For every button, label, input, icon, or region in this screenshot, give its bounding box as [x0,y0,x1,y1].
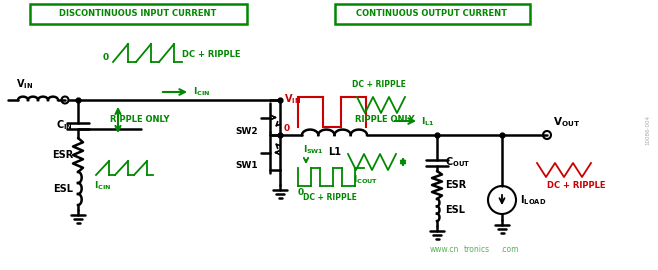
Text: ESL: ESL [445,205,465,215]
Text: 0: 0 [284,124,290,133]
Text: $\mathbf{V_{IN}}$: $\mathbf{V_{IN}}$ [16,77,33,91]
Text: tronics: tronics [464,245,490,254]
Text: DC + RIPPLE: DC + RIPPLE [352,80,406,89]
Text: $\mathbf{I_{LOAD}}$: $\mathbf{I_{LOAD}}$ [520,193,546,207]
Text: DISCONTINUOUS INPUT CURRENT: DISCONTINUOUS INPUT CURRENT [59,9,216,19]
Text: DC + RIPPLE: DC + RIPPLE [182,50,241,59]
Text: $\mathbf{I_{COUT}}$: $\mathbf{I_{COUT}}$ [353,173,378,185]
Text: ESR: ESR [445,180,467,190]
Text: $\mathbf{I_{L1}}$: $\mathbf{I_{L1}}$ [421,116,434,129]
Text: DC + RIPPLE: DC + RIPPLE [547,181,605,190]
Text: www.cn: www.cn [430,245,459,254]
Text: L1: L1 [328,147,341,157]
Bar [30,4,247,24]
Text: $\mathbf{V_{OUT}}$: $\mathbf{V_{OUT}}$ [553,115,580,129]
Text: SW1: SW1 [236,161,258,170]
Text: $\mathbf{I_{SW1}}$: $\mathbf{I_{SW1}}$ [303,144,324,157]
Text: SW2: SW2 [236,127,258,136]
Text: 0: 0 [103,53,109,62]
Text: CONTINUOUS OUTPUT CURRENT: CONTINUOUS OUTPUT CURRENT [357,9,507,19]
Text: $\mathbf{I_{CIN}}$: $\mathbf{I_{CIN}}$ [193,86,210,99]
Text: 0: 0 [298,188,304,197]
Text: ESR: ESR [52,150,73,160]
Text: $\mathbf{V_{IN}}$: $\mathbf{V_{IN}}$ [284,92,301,106]
Bar [335,4,530,24]
Text: DC + RIPPLE: DC + RIPPLE [303,193,357,202]
Text: $\mathbf{C_{IN}}$: $\mathbf{C_{IN}}$ [56,118,73,132]
Text: RIPPLE ONLY: RIPPLE ONLY [110,115,170,124]
Text: .com: .com [500,245,519,254]
Text: ESL: ESL [53,184,73,194]
Text: $\mathbf{I_{CIN}}$: $\mathbf{I_{CIN}}$ [94,180,111,193]
Text: 10086-004: 10086-004 [645,115,651,145]
Text: RIPPLE ONLY: RIPPLE ONLY [355,115,415,124]
Text: $\mathbf{C_{OUT}}$: $\mathbf{C_{OUT}}$ [445,155,470,169]
